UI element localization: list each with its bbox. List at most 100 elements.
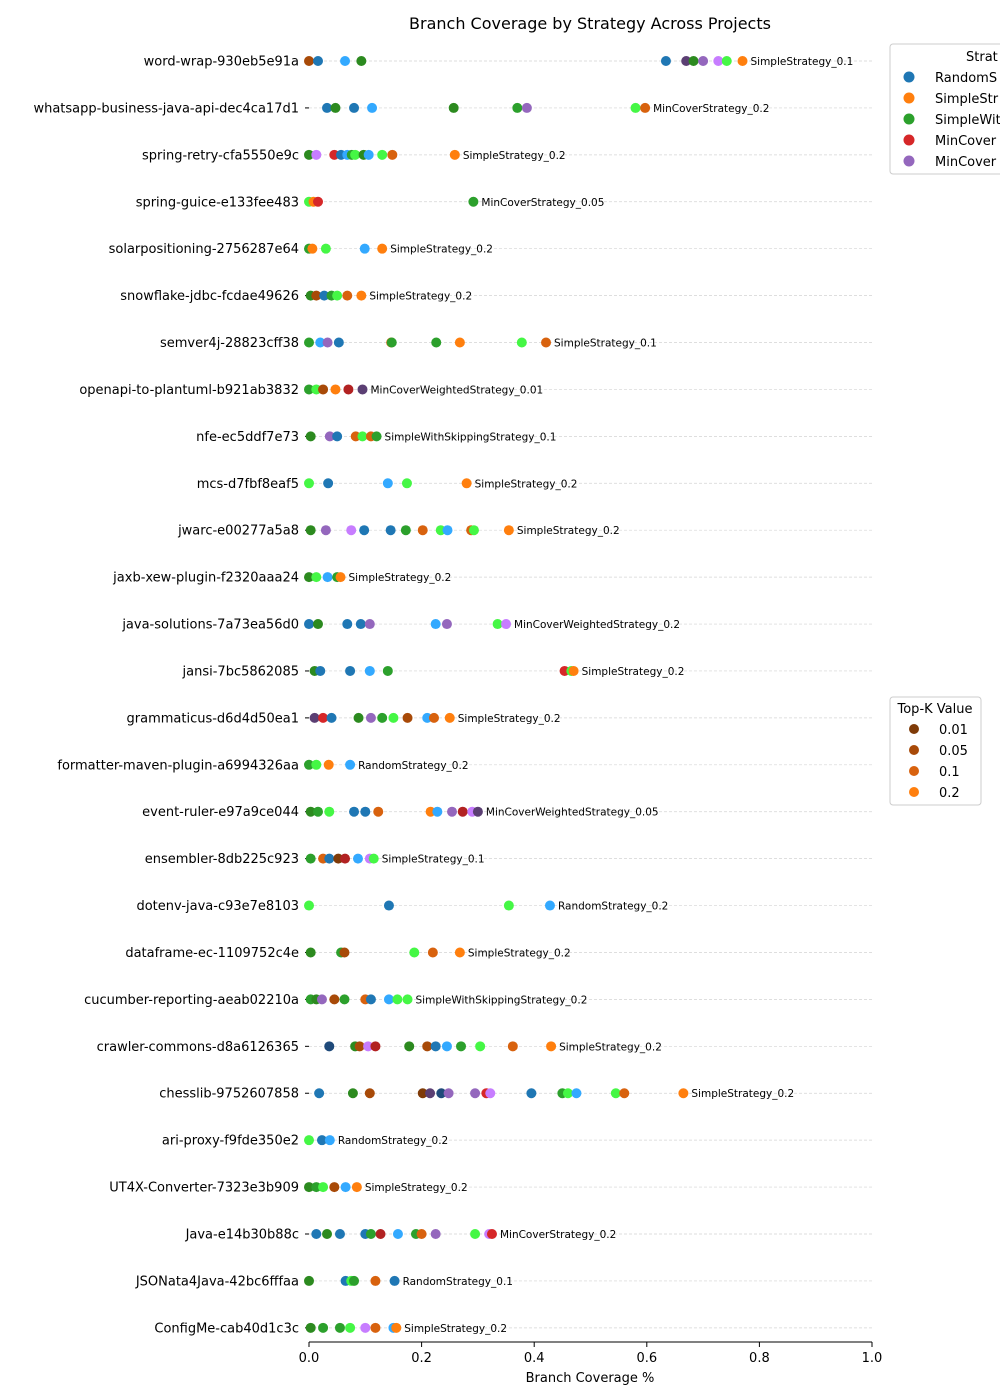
data-point (335, 572, 346, 583)
data-point (355, 619, 366, 630)
data-point (346, 525, 357, 536)
data-point (345, 665, 356, 676)
data-point (470, 1088, 481, 1099)
data-point (315, 665, 326, 676)
data-point (444, 712, 455, 723)
data-point (342, 619, 353, 630)
data-point (339, 994, 350, 1005)
y-tick-label: chesslib-9752607858 (159, 1087, 299, 1102)
data-point (737, 56, 748, 66)
y-tick-label: Java-e14b30b88c (185, 1228, 299, 1243)
data-point (360, 1322, 371, 1333)
data-point (353, 712, 364, 723)
data-point (501, 619, 512, 630)
data-point (392, 994, 403, 1005)
topk-legend-label: 0.2 (939, 786, 960, 801)
data-point (417, 525, 428, 536)
data-point (319, 290, 330, 301)
data-point (349, 102, 360, 113)
best-strategy-label: MinCoverStrategy_0.05 (481, 197, 604, 209)
data-point (329, 1182, 340, 1193)
data-point (318, 384, 329, 395)
data-point (322, 572, 333, 583)
best-strategy-label: SimpleStrategy_0.2 (349, 572, 452, 584)
y-tick-label: dataframe-ec-1109752c4e (125, 946, 299, 961)
data-point (334, 1322, 345, 1333)
topk-legend-label: 0.05 (939, 744, 968, 759)
data-point (454, 337, 465, 348)
data-point (324, 853, 335, 864)
data-point (562, 1088, 573, 1099)
best-strategy-label: SimpleStrategy_0.1 (751, 56, 854, 68)
strategy-legend-marker (903, 92, 915, 104)
data-point (311, 1229, 322, 1239)
topk-legend-label: 0.01 (939, 723, 968, 738)
x-axis-label: Branch Coverage % (526, 1371, 655, 1386)
y-tick-label: word-wrap-930eb5e91a (144, 55, 299, 70)
data-point (546, 1041, 557, 1052)
data-point (468, 525, 479, 536)
data-point (368, 853, 379, 864)
data-point (443, 1088, 454, 1099)
data-point (681, 56, 692, 66)
data-point (304, 478, 314, 489)
best-strategy-label: SimpleStrategy_0.1 (382, 854, 485, 866)
data-point (432, 806, 443, 817)
data-point (442, 525, 453, 536)
data-point (320, 525, 331, 536)
y-tick-label: JSONata4Java-42bc6fffaa (135, 1274, 299, 1289)
data-point (375, 1229, 386, 1239)
best-strategy-label: RandomStrategy_0.1 (403, 1276, 513, 1288)
data-point (330, 102, 341, 113)
best-strategy-label: SimpleStrategy_0.2 (463, 150, 566, 162)
data-point (402, 712, 413, 723)
data-point (428, 712, 439, 723)
topk-legend-marker (909, 787, 919, 797)
y-tick-label: openapi-to-plantuml-b921ab3832 (79, 383, 299, 398)
data-point (436, 1088, 447, 1099)
data-point (526, 1088, 537, 1099)
data-point (516, 337, 527, 348)
data-point (334, 1229, 345, 1239)
strategy-legend-label: MinCover (935, 134, 997, 149)
data-point (311, 572, 322, 583)
y-tick-label: semver4j-28823cff38 (160, 336, 299, 351)
topk-legend-frame (889, 696, 982, 806)
data-point (688, 56, 699, 66)
data-point (318, 1182, 329, 1193)
x-tick-label: 0.6 (636, 1351, 657, 1366)
data-point (385, 525, 396, 536)
data-point (365, 712, 376, 723)
data-point (571, 1088, 582, 1099)
data-point (333, 337, 344, 348)
y-tick-label: solarpositioning-2756287e64 (109, 242, 299, 257)
strategy-legend-label: MinCover (935, 155, 997, 170)
data-point (456, 1041, 467, 1052)
data-point (364, 1088, 375, 1099)
data-point (311, 759, 322, 770)
data-point (340, 56, 351, 66)
data-point (350, 149, 361, 160)
strategy-legend-marker (903, 113, 915, 125)
best-strategy-label: SimpleWithSkippingStrategy_0.2 (416, 994, 588, 1006)
data-point (332, 431, 343, 442)
data-point (389, 1275, 400, 1286)
best-strategy-label: MinCoverWeightedStrategy_0.2 (514, 619, 680, 631)
data-point (349, 806, 360, 817)
data-point (640, 102, 651, 113)
data-point (409, 947, 420, 958)
data-point (365, 994, 376, 1005)
data-point (610, 1088, 621, 1099)
data-point (323, 478, 334, 489)
data-point (521, 102, 532, 113)
data-point (386, 337, 397, 348)
data-point (503, 900, 514, 911)
data-point (332, 290, 343, 301)
data-point (377, 712, 388, 723)
y-tick-label: cucumber-reporting-aeab02210a (84, 993, 299, 1008)
data-point (404, 1041, 415, 1052)
data-point (354, 1041, 365, 1052)
y-tick-label: spring-retry-cfa5550e9c (142, 148, 299, 163)
topk-legend-title: Top-K Value (897, 702, 973, 717)
data-point (382, 478, 393, 489)
